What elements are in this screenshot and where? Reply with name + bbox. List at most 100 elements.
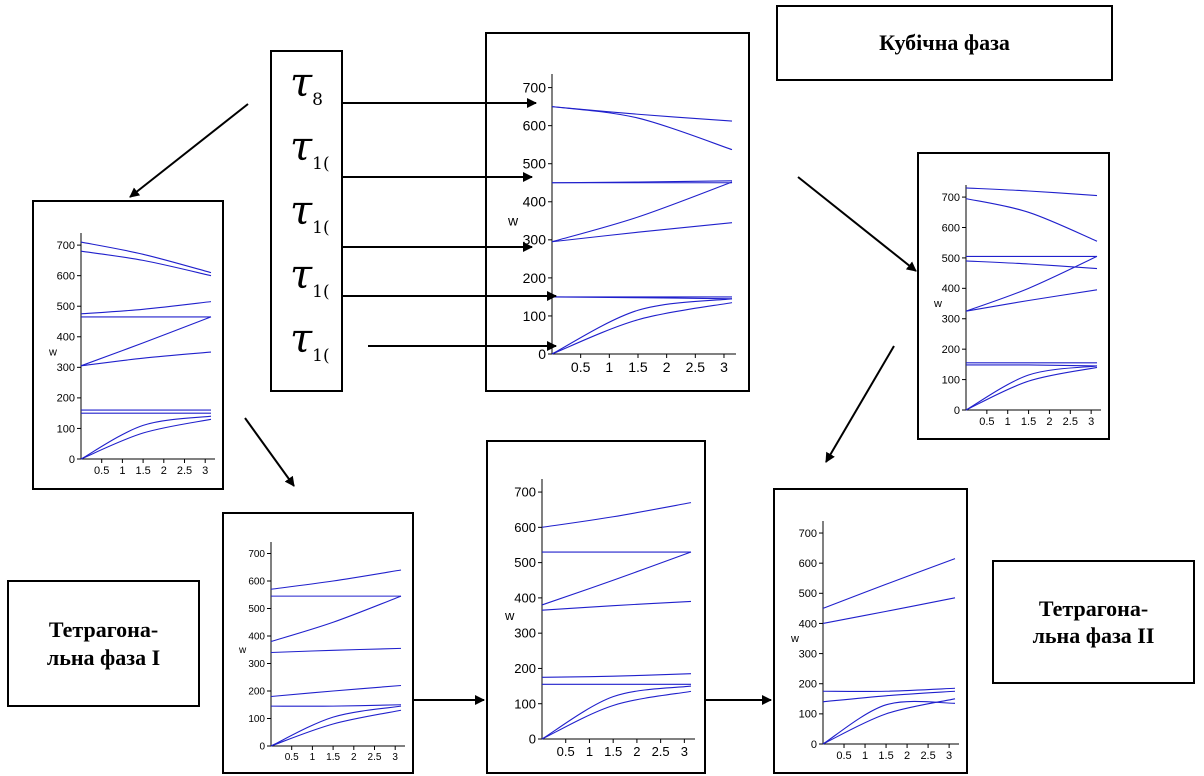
x-tick-label: 2 (904, 750, 910, 762)
x-tick-label: 2 (633, 744, 640, 759)
x-tick-label: 0.5 (557, 744, 575, 759)
y-tick-label: 600 (799, 558, 817, 570)
series-line (551, 296, 733, 300)
y-tick-label: 500 (799, 588, 817, 600)
x-tick-label: 2.5 (686, 359, 706, 375)
plot-tetragonal-1: 0 100 200 300 400 500 600 700 0.5 1 1.5 2 2.5 3 w (32, 200, 224, 490)
tetragonal-phase-2-label: Тетрагона- льна фаза II (992, 560, 1195, 684)
y-tick-label: 200 (248, 687, 265, 698)
x-tick-label: 1.5 (135, 465, 150, 477)
y-tick-label: 500 (248, 604, 265, 615)
series-line (270, 705, 402, 747)
y-tick-label: 500 (523, 156, 547, 172)
y-tick-label: 500 (57, 301, 75, 313)
series-line (965, 255, 1098, 312)
series-line (822, 700, 956, 745)
plot-middle-bottom: 0 100 200 300 400 500 600 700 0.5 1 1.5 2 2.5 3 w (486, 440, 706, 774)
y-tick-label: 0 (954, 405, 960, 417)
x-tick-label: 1 (1005, 416, 1011, 428)
plot-tetragonal-2: 0 100 200 300 400 500 600 700 0.5 1 1.5 2 2.5 3 w (773, 488, 968, 774)
series-line (80, 250, 212, 277)
series-line (551, 181, 733, 243)
x-tick-label: 1 (605, 359, 613, 375)
y-tick-label: 700 (942, 192, 960, 204)
series-line (822, 558, 956, 609)
y-tick-label: 300 (942, 314, 960, 326)
y-tick-label: 200 (799, 679, 817, 691)
series-line (965, 289, 1098, 312)
series-line (551, 180, 733, 184)
tau-column: τ8 τ1( τ1( τ1( τ1( (270, 50, 343, 392)
series-line (80, 351, 212, 367)
series-line (551, 222, 733, 243)
x-tick-label: 3 (1088, 416, 1094, 428)
y-tick-label: 0 (538, 346, 546, 362)
x-tick-label: 2 (1046, 416, 1052, 428)
x-tick-label: 1.5 (604, 744, 622, 759)
y-tick-label: 400 (523, 194, 547, 210)
series-line (541, 502, 692, 528)
x-tick-label: 3 (720, 359, 728, 375)
tau-symbol: τ8 (290, 60, 323, 110)
x-tick-label: 2 (161, 465, 167, 477)
series-line (541, 600, 692, 611)
series-line (80, 415, 212, 460)
series-line (270, 684, 402, 698)
y-tick-label: 100 (799, 709, 817, 721)
arrow (797, 176, 917, 272)
y-tick-label: 100 (523, 308, 547, 324)
y-tick-label: 300 (514, 626, 536, 641)
series-line (270, 569, 402, 590)
x-tick-label: 1.5 (326, 752, 340, 763)
arrow (825, 345, 895, 463)
y-axis-label: w (507, 212, 519, 228)
chart-svg: 0 100 200 300 400 500 600 700 0.5 1 1.5 2 2.5 3 w (790, 521, 959, 762)
chart-svg: 0 100 200 300 400 500 600 700 0.5 1 1.5 2 2.5 3 w (504, 479, 695, 759)
y-tick-label: 300 (248, 659, 265, 670)
y-tick-label: 200 (942, 344, 960, 356)
x-tick-label: 2.5 (1063, 416, 1078, 428)
series-line (270, 709, 402, 747)
y-tick-label: 100 (942, 374, 960, 386)
y-tick-label: 0 (529, 732, 536, 747)
tau-symbol: τ1( (290, 316, 330, 366)
y-tick-label: 700 (57, 240, 75, 252)
y-tick-label: 0 (69, 454, 75, 466)
y-tick-label: 0 (811, 739, 817, 751)
x-tick-label: 0.5 (979, 416, 994, 428)
series-line (270, 704, 402, 707)
cubic-phase-label: Кубічна фаза (776, 5, 1113, 81)
y-tick-label: 400 (514, 590, 536, 605)
series-line (551, 302, 733, 355)
series-line (965, 365, 1098, 411)
plot-cubic: 0 100 200 300 400 500 600 700 0.5 1 1.5 2 2.5 3 w (485, 32, 750, 392)
tau-symbol: τ1( (290, 188, 330, 238)
y-tick-label: 500 (942, 253, 960, 265)
x-tick-label: 1.5 (628, 359, 648, 375)
y-axis-label: w (238, 645, 247, 656)
x-tick-label: 2.5 (652, 744, 670, 759)
y-tick-label: 600 (248, 577, 265, 588)
x-tick-label: 1 (310, 752, 316, 763)
y-tick-label: 600 (523, 118, 547, 134)
series-line (541, 690, 692, 740)
y-tick-label: 300 (57, 362, 75, 374)
tau-symbol: τ1( (290, 252, 330, 302)
series-line (270, 595, 402, 643)
x-tick-label: 3 (681, 744, 688, 759)
series-line (822, 597, 956, 624)
y-tick-label: 700 (248, 549, 265, 560)
x-tick-label: 1.5 (1021, 416, 1036, 428)
x-tick-label: 1 (119, 465, 125, 477)
series-line (965, 187, 1098, 197)
series-line (965, 260, 1098, 270)
series-line (80, 301, 212, 315)
y-tick-label: 600 (942, 222, 960, 234)
series-line (822, 690, 956, 703)
y-tick-label: 700 (799, 528, 817, 540)
y-tick-label: 300 (799, 648, 817, 660)
arrow (129, 103, 249, 198)
y-tick-label: 700 (514, 485, 536, 500)
series-line (80, 418, 212, 460)
